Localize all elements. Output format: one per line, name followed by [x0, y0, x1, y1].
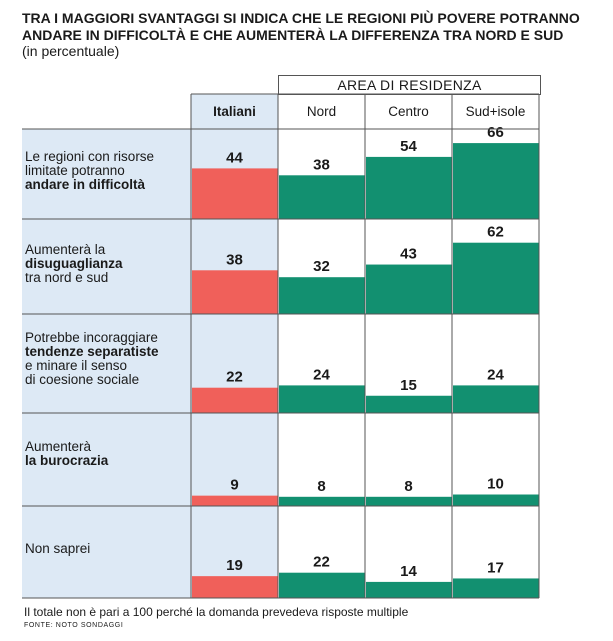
data-label-nord-row5: 22 [313, 554, 330, 571]
data-label-sudisole-row4: 10 [487, 476, 504, 493]
row-label-3-line-3: e minare il senso [25, 358, 128, 373]
bar-nord-row3 [279, 385, 365, 413]
data-label-sudisole-row3: 24 [487, 366, 504, 383]
column-header-centro: Centro [388, 104, 429, 119]
row-label-background [22, 314, 191, 413]
bar-italiani-row3 [192, 387, 278, 413]
bar-sudisole-row1 [453, 143, 539, 219]
row-label-3: Potrebbe incoraggiare tendenze separatis… [25, 331, 190, 387]
title-line-2: ANDARE IN DIFFICOLTÀ E CHE AUMENTERÀ LA … [22, 27, 564, 43]
column-header-nord: Nord [307, 104, 336, 119]
row-label-4-line-1: Aumenterà [25, 439, 92, 454]
bar-italiani-row5 [192, 576, 278, 598]
bar-nord-row2 [279, 277, 365, 314]
bar-centro-row3 [366, 395, 452, 413]
bar-centro-row4 [366, 496, 452, 506]
row-label-1: Le regioni con risorse limitate potranno… [25, 150, 190, 192]
row-label-background [22, 129, 191, 219]
data-label-sudisole-row2: 62 [487, 224, 504, 241]
row-label-background [22, 219, 191, 314]
row-label-1-line-2: limitate potranno [25, 163, 125, 178]
row-label-3-line-1: Potrebbe incoraggiare [25, 330, 158, 345]
source-note: FONTE: NOTO SONDAGGI [24, 622, 124, 629]
row-label-2-bold: disuguaglianza [25, 256, 123, 271]
row-label-5: Non saprei [25, 542, 190, 556]
data-label-italiani-row1: 44 [226, 149, 243, 166]
data-label-nord-row3: 24 [313, 366, 330, 383]
column-header-sudisole: Sud+isole [466, 104, 526, 119]
bar-sudisole-row4 [453, 494, 539, 506]
row-label-background [22, 506, 191, 598]
row-label-2-line-1: Aumenterà la [25, 242, 106, 257]
bar-centro-row1 [366, 156, 452, 219]
row-label-background [22, 413, 191, 506]
row-label-2-line-3: tra nord e sud [25, 270, 109, 285]
area-di-residenza-header: AREA DI RESIDENZA [278, 75, 541, 95]
bar-italiani-row2 [192, 270, 278, 314]
row-label-3-line-4: di coesione sociale [25, 372, 140, 387]
row-label-1-bold: andare in difficoltà [25, 177, 146, 192]
data-label-nord-row1: 38 [313, 156, 330, 173]
data-label-centro-row3: 15 [400, 377, 417, 394]
data-label-nord-row4: 8 [317, 478, 325, 495]
bar-nord-row5 [279, 572, 365, 598]
data-label-italiani-row4: 9 [230, 477, 238, 494]
title-line-1: TRA I MAGGIORI SVANTAGGI SI INDICA CHE L… [22, 10, 580, 26]
data-label-italiani-row2: 38 [226, 251, 243, 268]
row-label-3-bold: tendenze separatiste [25, 344, 159, 359]
bar-centro-row5 [366, 581, 452, 598]
row-label-5-line-1: Non saprei [25, 541, 91, 556]
bar-sudisole-row5 [453, 578, 539, 598]
data-label-centro-row4: 8 [404, 478, 412, 495]
data-label-sudisole-row5: 17 [487, 559, 504, 576]
data-label-sudisole-row1: 66 [487, 124, 504, 141]
chart-subtitle: (in percentuale) [22, 43, 120, 59]
bar-italiani-row4 [192, 495, 278, 506]
column-header-italiani: Italiani [213, 104, 256, 119]
bar-sudisole-row3 [453, 385, 539, 413]
data-label-italiani-row3: 22 [226, 369, 243, 386]
bar-italiani-row1 [192, 168, 278, 219]
data-label-italiani-row5: 19 [226, 557, 243, 574]
bar-centro-row2 [366, 264, 452, 314]
data-label-centro-row1: 54 [400, 138, 417, 155]
bar-nord-row1 [279, 175, 365, 219]
bar-sudisole-row2 [453, 242, 539, 314]
row-label-4: Aumenterà la burocrazia [25, 440, 190, 468]
bar-nord-row4 [279, 496, 365, 506]
data-label-centro-row5: 14 [400, 563, 417, 580]
data-label-nord-row2: 32 [313, 258, 330, 275]
row-label-2: Aumenterà la disuguaglianza tra nord e s… [25, 243, 190, 285]
chart-title: TRA I MAGGIORI SVANTAGGI SI INDICA CHE L… [22, 10, 602, 44]
row-label-4-bold: la burocrazia [25, 453, 109, 468]
footnote: Il totale non è pari a 100 perché la dom… [24, 605, 409, 619]
row-label-1-line-1: Le regioni con risorse [25, 149, 155, 164]
data-label-centro-row2: 43 [400, 246, 417, 263]
